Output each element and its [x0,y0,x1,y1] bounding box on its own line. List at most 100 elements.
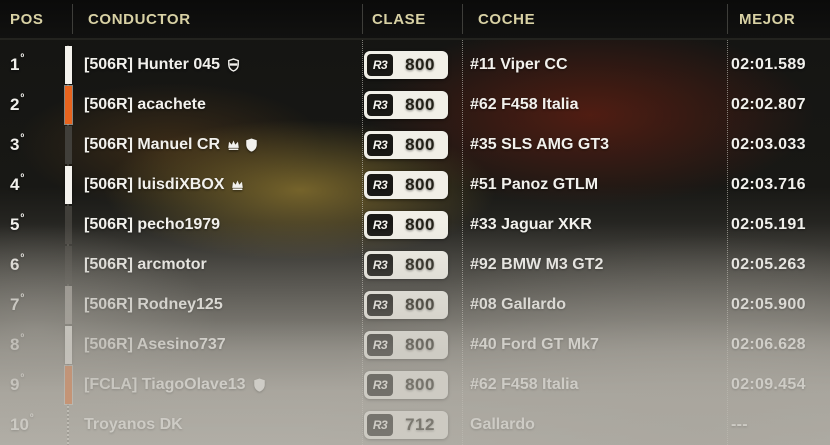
best-time-cell: --- [731,416,748,433]
status-bar-track [64,125,72,165]
column-header-conductor: CONDUCTOR [88,10,191,28]
status-bar-track [64,85,72,125]
driver-name: [FCLA] TiagoOlave13 [84,376,246,393]
driver-cell: [506R] Rodney125 [72,296,354,314]
driver-cell: [FCLA] TiagoOlave13 [72,376,354,394]
class-letter: R3 [367,54,393,76]
ordinal-suffix: º [20,213,25,225]
best-time-cell: 02:05.900 [731,296,806,313]
position-number: 1 [10,55,20,74]
table-row[interactable]: 4º [506R] luisdiXBOX R3 800 #51 Panoz GT… [0,165,830,205]
position-cell: 9º [0,373,64,395]
row-status-bar [65,126,72,164]
driver-cell: [506R] acachete [72,96,354,114]
driver-cell: [506R] arcmotor [72,256,354,274]
class-cell: R3 800 [354,371,454,399]
position-cell: 7º [0,293,64,315]
class-badge: R3 800 [364,91,448,119]
best-time-cell: 02:03.716 [731,176,806,193]
car-cell: #51 Panoz GTLM [470,176,599,193]
ordinal-suffix: º [20,53,25,65]
position-number: 3 [10,135,20,154]
class-pi-value: 800 [405,215,435,234]
driver-name: Troyanos DK [84,416,183,433]
best-time-cell: 02:06.628 [731,336,806,353]
row-status-bar [67,406,69,444]
row-status-bar [65,326,72,364]
header-divider [72,4,73,34]
table-row[interactable]: 3º [506R] Manuel CR R3 800 #35 SLS AMG G… [0,125,830,165]
row-status-bar [65,166,72,204]
driver-name: [506R] luisdiXBOX [84,176,225,193]
class-badge: R3 800 [364,51,448,79]
position-number: 6 [10,255,20,274]
position-cell: 6º [0,253,64,275]
ordinal-suffix: º [29,413,34,425]
position-cell: 10º [0,413,64,435]
car-cell: #08 Gallardo [470,296,567,313]
ordinal-suffix: º [20,173,25,185]
status-bar-track [64,365,72,405]
position-cell: 4º [0,173,64,195]
class-badge: R3 800 [364,331,448,359]
header-divider [362,4,363,34]
driver-name: [506R] pecho1979 [84,216,221,233]
class-pi-value: 800 [405,55,435,74]
table-row[interactable]: 6º [506R] arcmotor R3 800 #92 BMW M3 GT2… [0,245,830,285]
position-number: 4 [10,175,20,194]
class-cell: R3 800 [354,251,454,279]
row-status-bar [65,286,72,324]
table-row[interactable]: 1º [506R] Hunter 045 R3 800 #11 Viper CC… [0,45,830,85]
class-cell: R3 800 [354,171,454,199]
class-letter: R3 [367,254,393,276]
car-cell: #11 Viper CC [470,56,568,73]
row-status-bar [65,206,72,244]
class-badge: R3 712 [364,411,448,439]
table-row[interactable]: 7º [506R] Rodney125 R3 800 #08 Gallardo … [0,285,830,325]
car-cell: Gallardo [470,416,535,433]
class-badge: R3 800 [364,291,448,319]
table-row[interactable]: 9º [FCLA] TiagoOlave13 R3 800 #62 F458 I… [0,365,830,405]
position-cell: 3º [0,133,64,155]
ordinal-suffix: º [20,133,25,145]
driver-name: [506R] Hunter 045 [84,56,221,73]
class-badge: R3 800 [364,211,448,239]
class-pi-value: 800 [405,135,435,154]
crown-icon [232,180,244,191]
status-bar-track [64,325,72,365]
position-cell: 2º [0,93,64,115]
row-status-bar [65,46,72,84]
class-cell: R3 712 [354,411,454,439]
best-time-cell: 02:03.033 [731,136,806,153]
class-pi-value: 800 [405,95,435,114]
class-badge: R3 800 [364,371,448,399]
leaderboard-rows: 1º [506R] Hunter 045 R3 800 #11 Viper CC… [0,45,830,445]
table-row[interactable]: 5º [506R] pecho1979 R3 800 #33 Jaguar XK… [0,205,830,245]
shield-band-icon [228,58,239,72]
class-badge: R3 800 [364,131,448,159]
class-letter: R3 [367,94,393,116]
table-row[interactable]: 8º [506R] Asesino737 R3 800 #40 Ford GT … [0,325,830,365]
driver-badges [231,178,244,192]
driver-name: [506R] Rodney125 [84,296,223,313]
driver-cell: [506R] Asesino737 [72,336,354,354]
driver-name: [506R] Asesino737 [84,336,226,353]
status-bar-track [64,245,72,285]
driver-name: [506R] arcmotor [84,256,207,273]
driver-name: [506R] Manuel CR [84,136,221,153]
table-row[interactable]: 2º [506R] acachete R3 800 #62 F458 Itali… [0,85,830,125]
driver-badges [253,378,266,392]
best-time-cell: 02:05.263 [731,256,806,273]
header-divider [462,4,463,34]
car-cell: #33 Jaguar XKR [470,216,592,233]
class-cell: R3 800 [354,291,454,319]
class-cell: R3 800 [354,211,454,239]
column-header-pos: POS [10,10,44,28]
class-cell: R3 800 [354,131,454,159]
row-status-bar [65,366,72,404]
class-letter: R3 [367,334,393,356]
class-pi-value: 800 [405,255,435,274]
table-row[interactable]: 10º Troyanos DK R3 712 Gallardo --- [0,405,830,445]
car-cell: #35 SLS AMG GT3 [470,136,609,153]
class-letter: R3 [367,414,393,436]
